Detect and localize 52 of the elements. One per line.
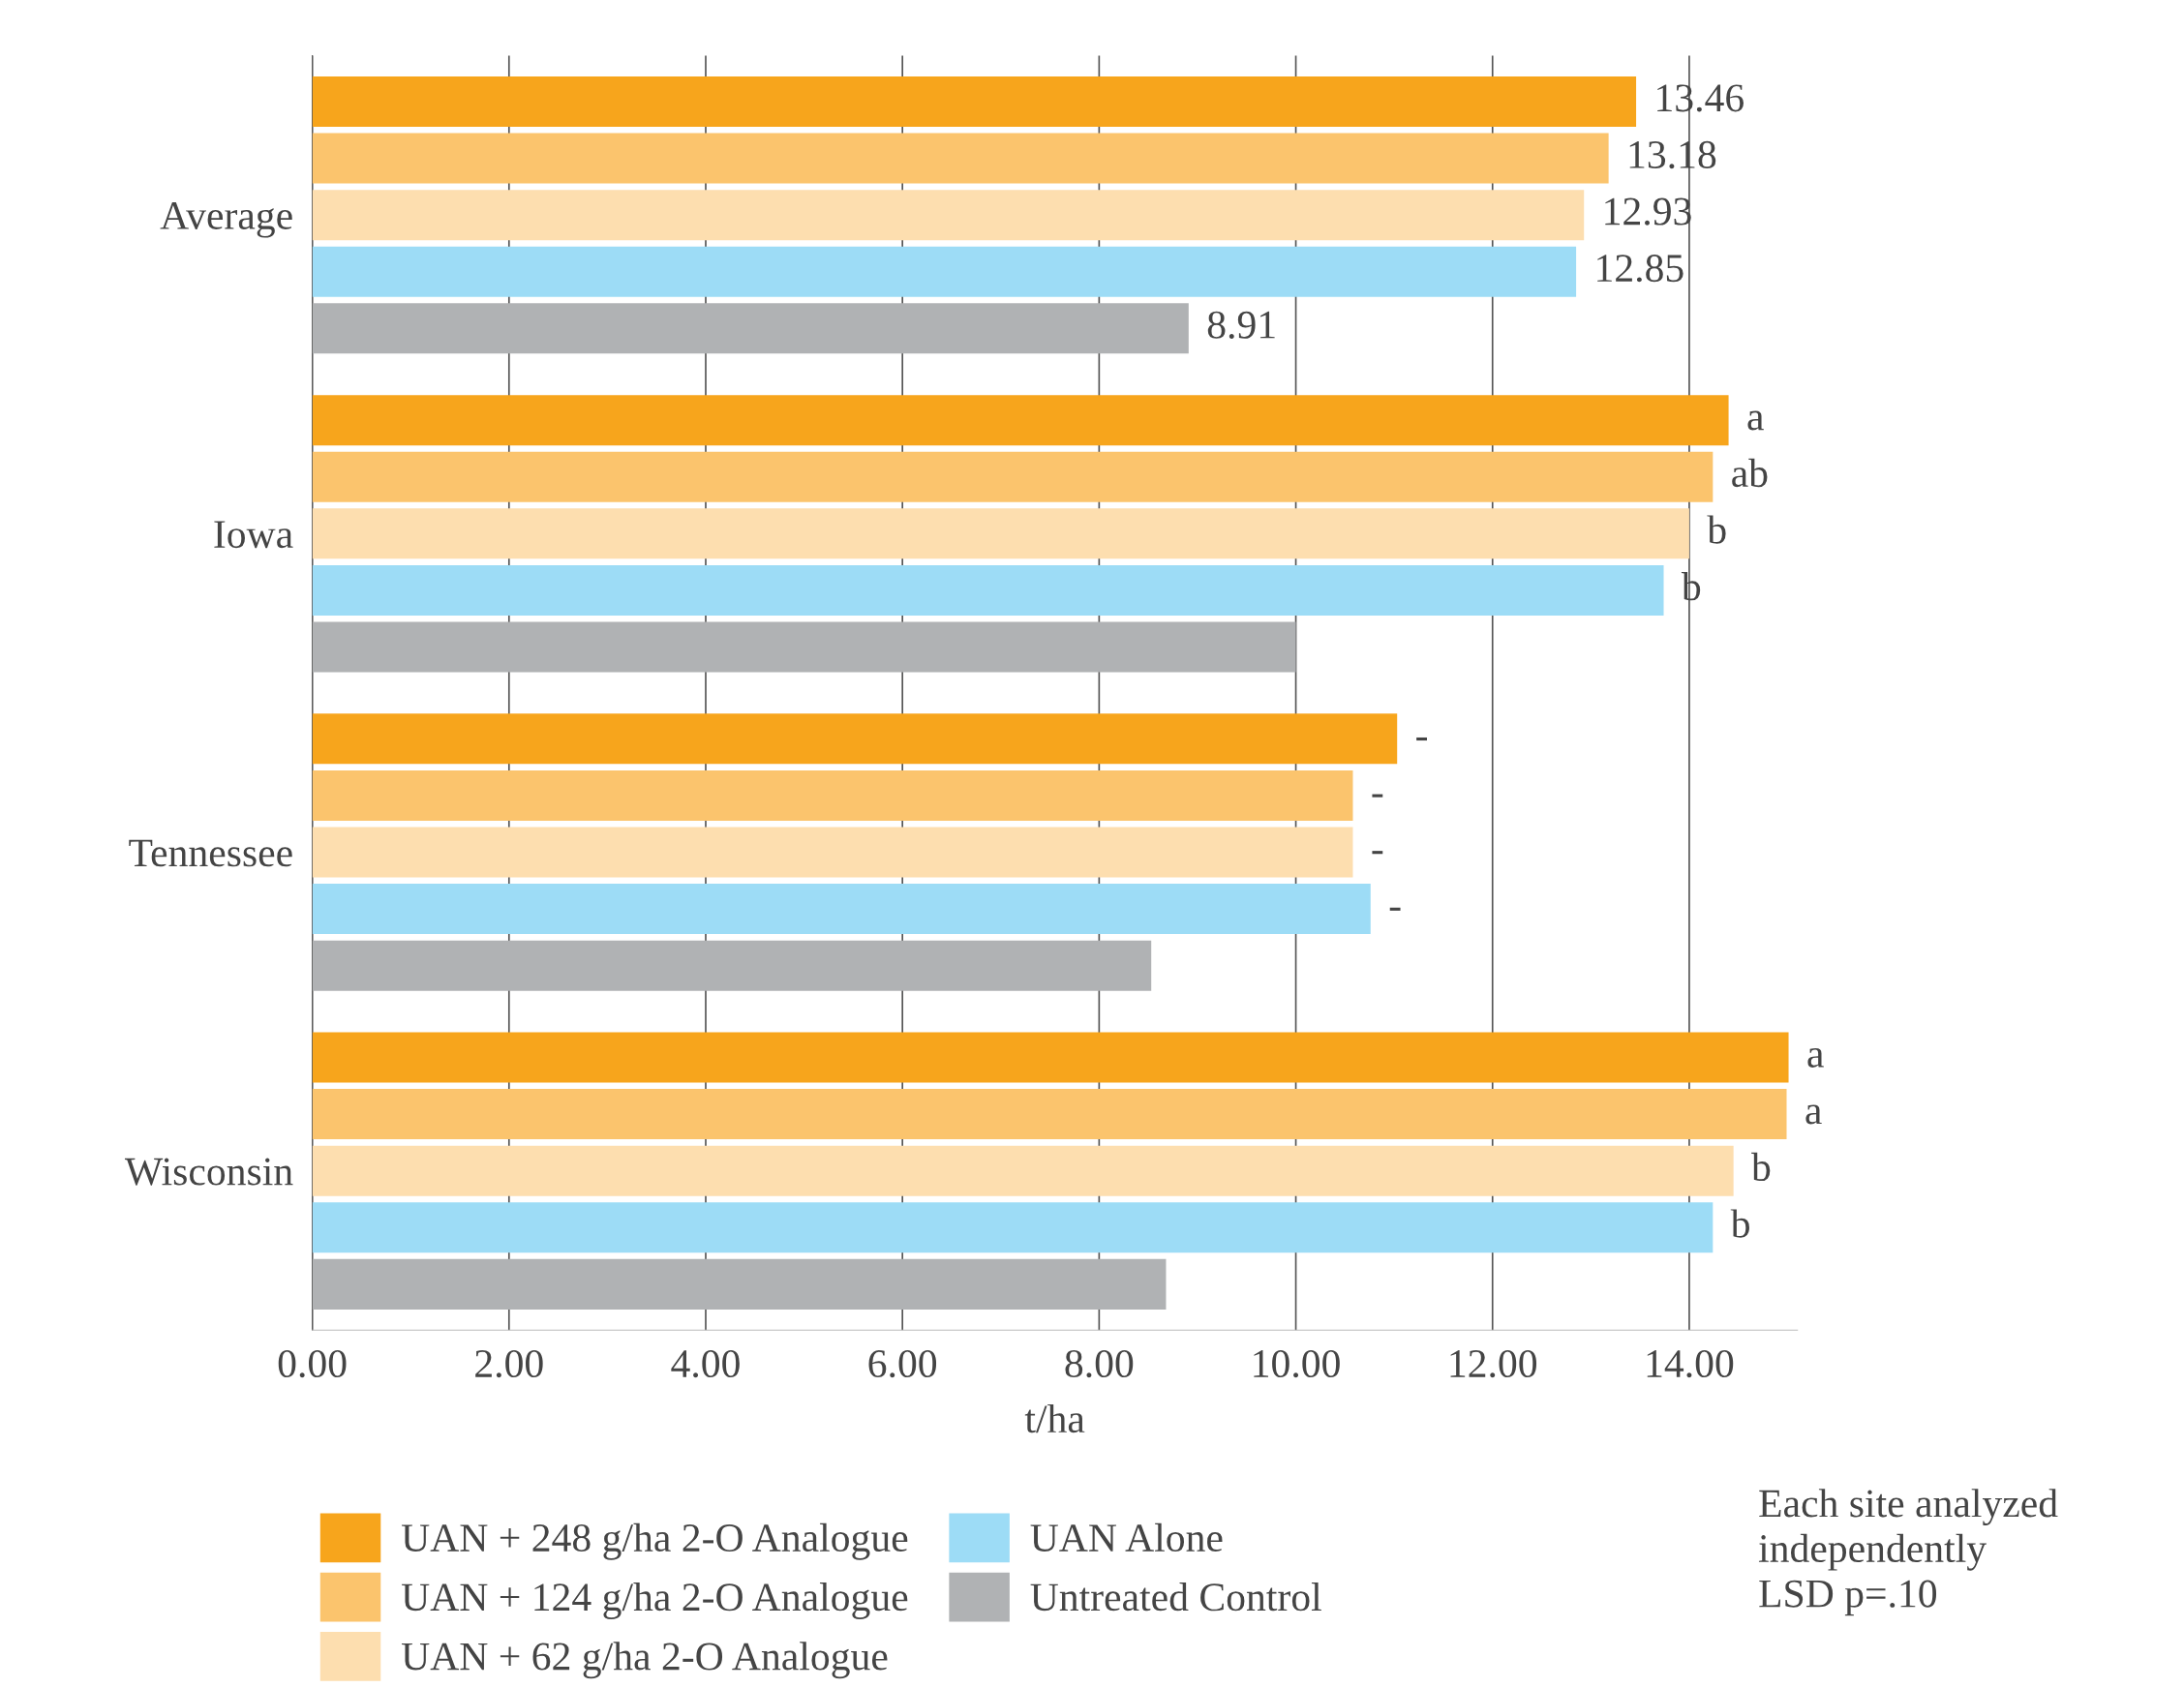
bar — [312, 1202, 1714, 1253]
data-label: 8.91 — [1207, 311, 1275, 339]
x-tick-label: 6.00 — [868, 1349, 937, 1378]
x-tick-label: 4.00 — [671, 1349, 740, 1378]
x-tick-label: 8.00 — [1065, 1349, 1134, 1378]
data-label: b — [1751, 1152, 1771, 1182]
bar — [312, 303, 1189, 354]
bar — [312, 564, 1664, 616]
bar — [312, 940, 1152, 991]
bar — [312, 1032, 1789, 1083]
x-tick-label: 10.00 — [1254, 1349, 1340, 1378]
bar — [312, 133, 1609, 184]
text: Each site analyzed independently LSD p=.10 — [1758, 1489, 2058, 1616]
x-axis-title: t/ha — [1024, 1403, 1085, 1433]
y-tick-label: Iowa — [214, 521, 293, 549]
x-tick-label: 14.00 — [1647, 1349, 1734, 1378]
bar — [312, 1258, 1167, 1310]
data-label: b — [1707, 515, 1726, 544]
x-tick-label: 12.00 — [1450, 1349, 1537, 1378]
legend-label: UAN + 62 g/ha 2-O Analogue — [401, 1642, 888, 1679]
bar — [312, 884, 1371, 935]
data-label: b — [1730, 1209, 1749, 1238]
x-tick-label: 2.00 — [475, 1349, 543, 1378]
bar — [312, 246, 1577, 297]
legend-label: UAN + 248 g/ha 2-O Analogue — [401, 1522, 908, 1560]
bar — [312, 769, 1353, 821]
data-label: - — [1372, 851, 1383, 855]
data-label: a — [1747, 410, 1764, 431]
legend-label: UAN + 124 g/ha 2-O Analogue — [401, 1582, 908, 1619]
legend-label: UAN Alone — [1030, 1522, 1223, 1552]
bar — [312, 395, 1729, 446]
bar — [312, 621, 1296, 673]
bar — [312, 827, 1353, 878]
y-tick-label: Tennessee — [129, 839, 292, 867]
data-label: - — [1416, 737, 1427, 741]
bar — [312, 508, 1689, 559]
y-tick-label: Wisconsin — [124, 1158, 293, 1186]
data-label: a — [1805, 1104, 1822, 1125]
y-tick-label: Average — [160, 202, 292, 238]
bar — [312, 713, 1398, 765]
data-label: - — [1372, 794, 1383, 798]
data-label: - — [1389, 907, 1401, 911]
bar — [312, 1089, 1787, 1140]
bar — [312, 1145, 1734, 1196]
bar — [312, 451, 1714, 502]
x-tick-label: 0.00 — [278, 1349, 347, 1378]
data-label: ab — [1732, 458, 1768, 488]
data-label: a — [1807, 1047, 1824, 1068]
legend-label: Untreated Control — [1030, 1582, 1321, 1612]
bar — [312, 75, 1637, 127]
bar — [312, 190, 1585, 241]
data-label: 12.85 — [1597, 255, 1684, 283]
